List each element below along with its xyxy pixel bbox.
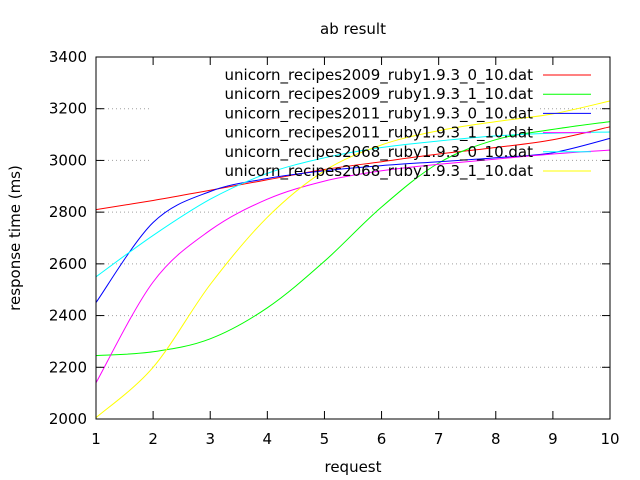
x-tick-label: 8 bbox=[491, 430, 501, 448]
legend-label-1: unicorn_recipes2009_ruby1.9.3_0_10.dat bbox=[225, 66, 534, 85]
y-tick-label: 2600 bbox=[49, 255, 87, 273]
x-tick-label: 10 bbox=[600, 430, 619, 448]
series-line-3 bbox=[95, 137, 611, 303]
legend-label-4: unicorn_recipes2011_ruby1.9.3_1_10.dat bbox=[225, 124, 534, 143]
y-tick-label: 3000 bbox=[49, 151, 87, 169]
y-tick-label: 2400 bbox=[49, 307, 87, 325]
x-tick-label: 2 bbox=[148, 430, 158, 448]
x-tick-label: 5 bbox=[320, 430, 330, 448]
x-tick-label: 4 bbox=[263, 430, 273, 448]
series-line-4 bbox=[95, 149, 611, 384]
y-tick-label: 3200 bbox=[49, 100, 87, 118]
series-line-6 bbox=[95, 100, 611, 419]
y-tick-label: 2000 bbox=[49, 410, 87, 428]
y-tick-label: 2800 bbox=[49, 203, 87, 221]
x-tick-label: 7 bbox=[434, 430, 444, 448]
series-line-1 bbox=[95, 126, 611, 211]
y-tick-label: 2200 bbox=[49, 358, 87, 376]
grid bbox=[96, 108, 610, 368]
legend-label-2: unicorn_recipes2009_ruby1.9.3_1_10.dat bbox=[225, 85, 534, 104]
legend: unicorn_recipes2009_ruby1.9.3_0_10.datun… bbox=[225, 66, 591, 181]
x-tick-label: 3 bbox=[205, 430, 215, 448]
y-tick-label: 3400 bbox=[49, 48, 87, 66]
series-lines bbox=[95, 100, 611, 419]
x-axis-label: request bbox=[324, 458, 381, 476]
x-tick-label: 1 bbox=[91, 430, 101, 448]
series-line-5 bbox=[95, 131, 611, 278]
legend-label-6: unicorn_recipes2068_ruby1.9.3_1_10.dat bbox=[225, 162, 534, 181]
chart-title: ab result bbox=[320, 20, 386, 38]
x-tick-label: 6 bbox=[377, 430, 387, 448]
plot-frame bbox=[95, 56, 611, 420]
y-axis-label: response time (ms) bbox=[6, 165, 24, 311]
x-tick-label: 9 bbox=[548, 430, 558, 448]
legend-label-5: unicorn_recipes2068_ruby1.9.3_0_10.dat bbox=[225, 143, 534, 162]
axis-ticks: 2000 2200 2400 2600 2800 3000 3200 3400 1 2 3 4 5 6 7 8… bbox=[49, 48, 620, 448]
legend-label-3: unicorn_recipes2011_ruby1.9.3_0_10.dat bbox=[225, 104, 534, 123]
